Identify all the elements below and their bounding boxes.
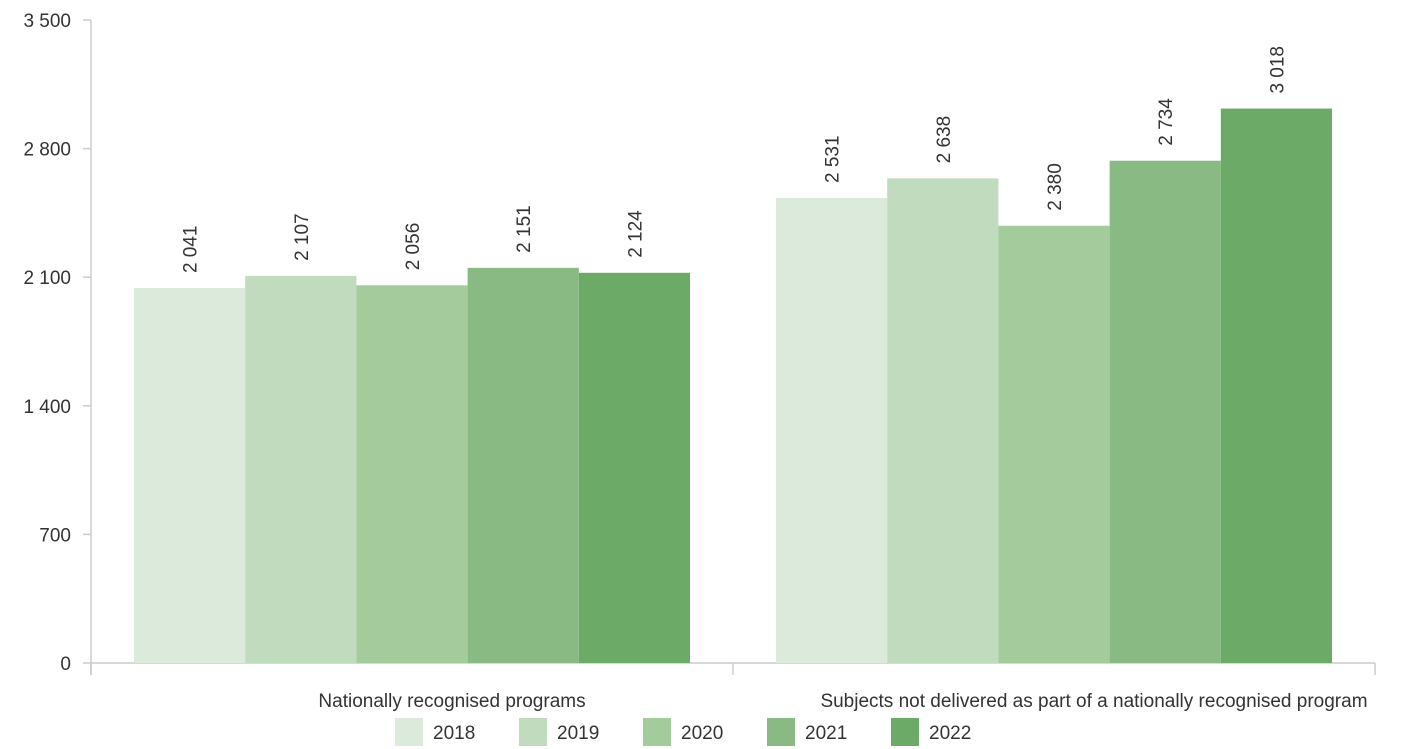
data-label-2022-1: 2 124 (625, 210, 646, 258)
bar-2018-1 (134, 288, 246, 663)
bar-2020-2 (998, 225, 1110, 663)
legend-swatch-2022 (891, 718, 919, 746)
data-label-2020-2: 2 380 (1045, 163, 1066, 211)
legend-swatch-2019 (519, 718, 547, 746)
legend-label-2019: 2019 (557, 723, 599, 744)
y-tick-label: 2 100 (23, 268, 71, 289)
bar-2021-2 (1109, 160, 1221, 663)
bar-2018-2 (776, 198, 888, 663)
legend: 2018 2019 2020 2021 2022 (395, 718, 971, 746)
data-label-2018-1: 2 041 (181, 225, 202, 273)
data-label-2021-2: 2 734 (1156, 98, 1177, 146)
bar-2021-1 (467, 267, 579, 663)
data-label-2022-2: 3 018 (1267, 46, 1288, 94)
legend-label-2022: 2022 (929, 723, 971, 744)
category-label-2: Subjects not delivered as part of a nati… (820, 691, 1367, 712)
bar-2019-2 (887, 178, 999, 664)
y-tick-label: 1 400 (23, 397, 71, 418)
y-tick-label: 0 (60, 654, 71, 675)
y-tick-label: 700 (39, 525, 71, 546)
data-label-2021-1: 2 151 (514, 205, 535, 253)
bar-2019-1 (245, 275, 357, 663)
bar-2022-1 (578, 272, 690, 663)
bar-2022-2 (1220, 108, 1332, 663)
legend-swatch-2021 (767, 718, 795, 746)
data-label-2019-1: 2 107 (292, 213, 313, 261)
bar-2020-1 (356, 285, 468, 663)
category-labels: Nationally recognised programs Subjects n… (318, 691, 1367, 712)
legend-label-2020: 2020 (681, 723, 723, 744)
x-axis (90, 662, 1376, 675)
data-label-2020-1: 2 056 (403, 223, 424, 271)
legend-label-2021: 2021 (805, 723, 847, 744)
data-label-2019-2: 2 638 (934, 116, 955, 164)
bars (134, 108, 1332, 664)
data-label-2018-2: 2 531 (823, 135, 844, 183)
category-label-1: Nationally recognised programs (318, 691, 585, 712)
data-labels: 2 041 2 107 2 056 2 151 2 124 2 531 2 638 2 380… (181, 46, 1289, 273)
y-axis: 0 700 1 400 2 100 2 800 3 500 (23, 11, 92, 675)
y-tick-label: 3 500 (23, 11, 71, 32)
legend-swatch-2018 (395, 718, 423, 746)
y-tick-label: 2 800 (23, 140, 71, 161)
legend-swatch-2020 (643, 718, 671, 746)
legend-label-2018: 2018 (433, 723, 475, 744)
